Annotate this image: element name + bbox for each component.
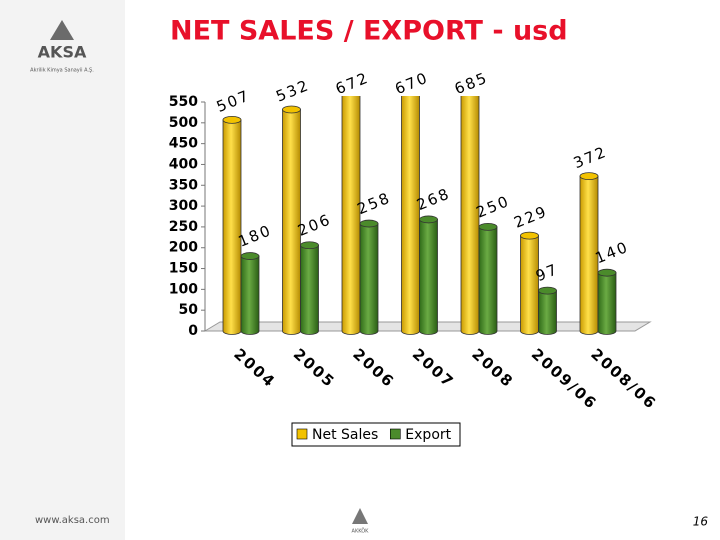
data-label: 206 [295, 210, 334, 240]
side-panel [0, 0, 125, 540]
data-label: 672 [333, 68, 372, 98]
y-tick-label: 100 [169, 281, 198, 297]
bar-top [520, 231, 539, 240]
bar-top [342, 48, 360, 55]
y-tick-label: 450 [169, 136, 198, 152]
brand-icon [352, 508, 368, 524]
bar [520, 235, 539, 335]
logo-name: AKSA [38, 43, 87, 62]
bar-top [222, 116, 242, 124]
legend-box [291, 422, 461, 447]
bar-top [597, 268, 617, 277]
y-tick-label: 250 [169, 219, 198, 235]
y-tick-label: 300 [169, 198, 198, 214]
data-label: 372 [571, 143, 610, 173]
bar [597, 272, 617, 335]
data-label: 140 [593, 238, 632, 268]
y-tick-label: 0 [188, 323, 198, 339]
legend-swatch [389, 428, 401, 440]
footer-url: www.aksa.com [35, 515, 110, 526]
bar-top [240, 252, 260, 260]
legend-label: Net Sales [312, 427, 378, 443]
x-tick-label: 2008/06 [587, 345, 660, 413]
y-tick-label: 400 [169, 156, 198, 172]
bar [359, 223, 379, 335]
bar-top [579, 172, 599, 181]
y-tick-label: 50 [179, 302, 199, 318]
bar-top [300, 241, 319, 250]
data-label: 229 [511, 202, 550, 232]
plot [222, 48, 617, 335]
data-label: 532 [273, 76, 312, 106]
footer-brand: AKKÖK [352, 528, 370, 535]
bar [419, 219, 438, 335]
data-label: 180 [236, 221, 275, 251]
bar-top [419, 215, 438, 224]
bar [538, 290, 557, 335]
y-tick-label: 550 [169, 94, 198, 110]
chart-title: NET SALES / EXPORT - usd [170, 16, 568, 47]
data-label: 685 [452, 68, 491, 98]
bar-top [359, 219, 379, 228]
legend-swatch [296, 428, 308, 440]
bar [300, 244, 319, 335]
bar-top [402, 49, 420, 56]
data-label: 507 [214, 86, 253, 116]
bar-top [538, 286, 557, 295]
y-tick-label: 500 [169, 115, 198, 131]
bar-top [478, 223, 498, 231]
data-label: 268 [414, 184, 453, 214]
page-number: 16 [693, 515, 709, 529]
y-tick-label: 150 [169, 261, 198, 277]
x-tick-label: 2004 [230, 345, 279, 392]
bar [240, 255, 260, 335]
y-tick-label: 200 [169, 240, 198, 256]
x-tick-label: 2006 [349, 345, 398, 392]
bar [222, 119, 242, 335]
x-tick-label: 2007 [409, 345, 458, 392]
data-label: 250 [474, 192, 513, 222]
data-label: 258 [355, 189, 394, 219]
x-tick-label: 2005 [290, 345, 339, 392]
logo-icon [50, 20, 74, 40]
data-label: 670 [392, 68, 431, 98]
legend-label: Export [405, 427, 451, 443]
bar [478, 226, 498, 335]
y-tick-label: 350 [169, 177, 198, 193]
logo-subtitle: Akrilik Kimya Sanayii A.Ş. [30, 68, 94, 74]
bar-top [282, 105, 301, 114]
x-tick-label: 2008 [468, 345, 517, 392]
